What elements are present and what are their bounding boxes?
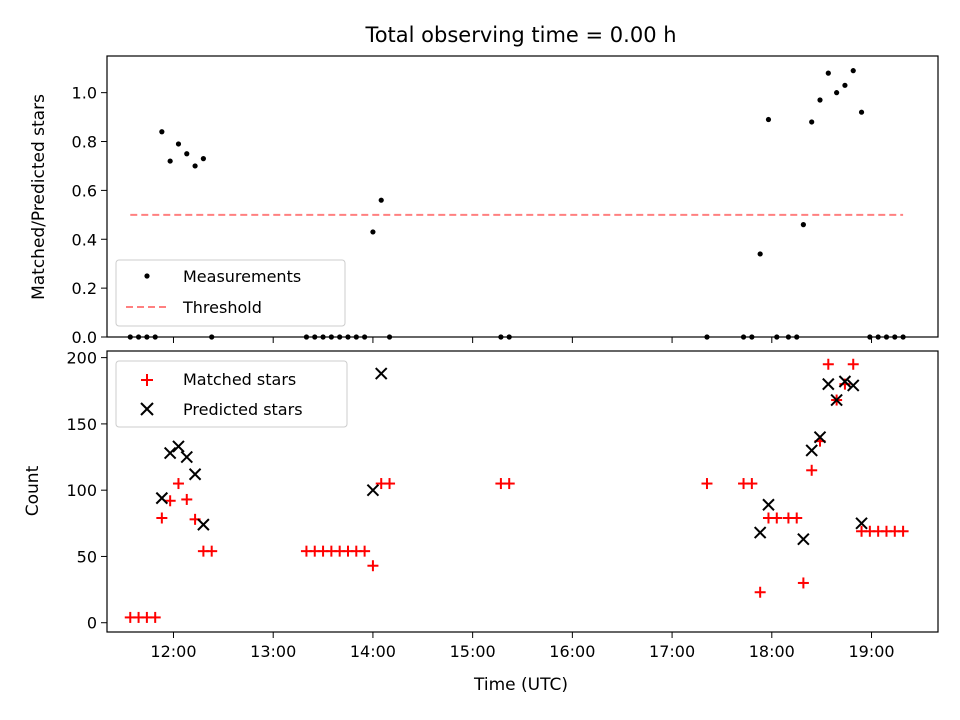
predicted-star-point <box>197 518 210 531</box>
measurement-point <box>167 158 173 164</box>
predicted-star-point <box>375 367 388 380</box>
matched-star-point <box>503 478 515 490</box>
top-legend-box <box>115 259 346 327</box>
measurement-point <box>378 197 384 203</box>
legend-label-threshold: Threshold <box>182 298 262 317</box>
predicted-star-point <box>366 483 380 497</box>
matched-star-point <box>806 464 818 476</box>
matched-star-point <box>206 545 218 557</box>
bottom-y-tick-label: 150 <box>66 415 97 434</box>
top-y-tick-label: 0.4 <box>72 230 97 249</box>
x-tick-label: 14:00 <box>350 642 396 661</box>
bottom-plot-area <box>124 358 909 623</box>
bottom-axes-frame <box>106 350 939 633</box>
top-y-tick-label: 0.6 <box>72 181 97 200</box>
matched-star-point <box>746 478 758 490</box>
x-tick-label: 13:00 <box>250 642 296 661</box>
legend-label-matched-stars: Matched stars <box>183 370 296 389</box>
matched-star-point <box>359 545 371 557</box>
predicted-star-point <box>838 375 852 388</box>
matched-star-point <box>149 611 161 623</box>
bottom-legend-box <box>115 360 348 428</box>
measurement-point <box>765 116 772 123</box>
predicted-star-point <box>830 393 843 407</box>
predicted-star-point <box>762 498 775 511</box>
predicted-star-point <box>855 517 868 530</box>
legend-label-predicted-stars: Predicted stars <box>183 400 303 419</box>
measurement-point <box>159 129 165 135</box>
matched-star-point <box>897 525 909 537</box>
predicted-star-point <box>813 430 827 444</box>
top-y-tick-label: 0.2 <box>72 279 97 298</box>
measurement-point <box>192 163 198 169</box>
matched-star-point <box>791 512 803 524</box>
top-axes-frame <box>106 55 939 338</box>
measurement-point <box>834 90 840 96</box>
predicted-star-point <box>847 379 860 392</box>
measurement-point <box>809 119 815 125</box>
top-y-tick-label: 1.0 <box>72 84 97 103</box>
legend-marker-matched-stars <box>141 374 153 386</box>
x-tick-label: 15:00 <box>450 642 496 661</box>
bottom-y-tick-label: 200 <box>66 349 97 368</box>
predicted-star-point <box>172 440 185 453</box>
measurement-point <box>800 222 806 228</box>
measurement-point <box>175 141 182 147</box>
predicted-star-point <box>805 444 818 457</box>
matched-star-point <box>181 493 193 505</box>
matched-star-point <box>847 358 859 370</box>
legend-label-measurements: Measurements <box>183 267 301 286</box>
top-panel: 0.0 0.2 0.4 0.6 0.8 1.0 Matched/Predicted sta… <box>29 55 939 347</box>
predicted-star-point <box>797 533 810 546</box>
matched-star-point <box>164 495 176 507</box>
x-axis-label: Time (UTC) <box>473 675 568 695</box>
predicted-star-point <box>753 526 767 539</box>
bottom-y-tick-label: 50 <box>77 547 97 566</box>
top-ticks: 0.0 0.2 0.4 0.6 0.8 1.0 <box>72 84 873 347</box>
measurement-point <box>757 251 763 257</box>
measurement-point <box>817 97 823 103</box>
measurement-point <box>850 68 856 74</box>
matched-star-point <box>771 512 783 524</box>
matched-star-point <box>754 586 766 598</box>
top-y-axis-label: Matched/Predicted stars <box>29 94 49 300</box>
matched-star-point <box>156 512 168 524</box>
measurement-point <box>370 229 376 235</box>
predicted-star-point <box>822 377 835 391</box>
bottom-y-tick-label: 100 <box>66 481 97 500</box>
matched-star-point <box>367 560 379 572</box>
bottom-ticks: 0 50 100 150 200 12:00 13:00 14:00 15:00 16:00 17:… <box>66 349 894 661</box>
predicted-star-point <box>163 446 177 460</box>
top-y-tick-label: 0.8 <box>72 133 97 152</box>
legend-marker-predicted-stars <box>140 402 154 416</box>
top-y-tick-label: 0.0 <box>72 328 97 347</box>
x-tick-label: 18:00 <box>749 642 795 661</box>
measurement-point <box>842 82 848 88</box>
predicted-star-point <box>155 491 169 505</box>
matched-star-point <box>797 577 809 589</box>
bottom-y-tick-label: 0 <box>87 614 97 633</box>
legend-marker-measurements <box>144 273 150 279</box>
predicted-star-point <box>180 450 193 464</box>
matched-star-point <box>384 478 396 490</box>
matched-star-point <box>701 478 713 490</box>
x-tick-label: 12:00 <box>150 642 196 661</box>
bottom-legend: Matched stars Predicted stars <box>115 360 348 428</box>
bottom-y-axis-label: Count <box>23 465 43 516</box>
x-tick-label: 16:00 <box>549 642 595 661</box>
measurement-point <box>825 70 831 76</box>
bottom-panel: 0 50 100 150 200 12:00 13:00 14:00 15:00 16:00 17:… <box>23 349 939 695</box>
x-tick-label: 19:00 <box>848 642 894 661</box>
matched-star-point <box>172 478 184 490</box>
chart-title: Total observing time = 0.00 h <box>364 23 676 47</box>
predicted-star-point <box>188 468 202 481</box>
measurement-point <box>184 151 190 157</box>
matched-star-point <box>822 358 834 370</box>
x-tick-label: 17:00 <box>649 642 695 661</box>
measurement-point <box>200 156 206 162</box>
top-legend: Measurements Threshold <box>115 259 346 327</box>
top-plot-area <box>127 68 906 340</box>
measurement-point <box>858 109 865 115</box>
